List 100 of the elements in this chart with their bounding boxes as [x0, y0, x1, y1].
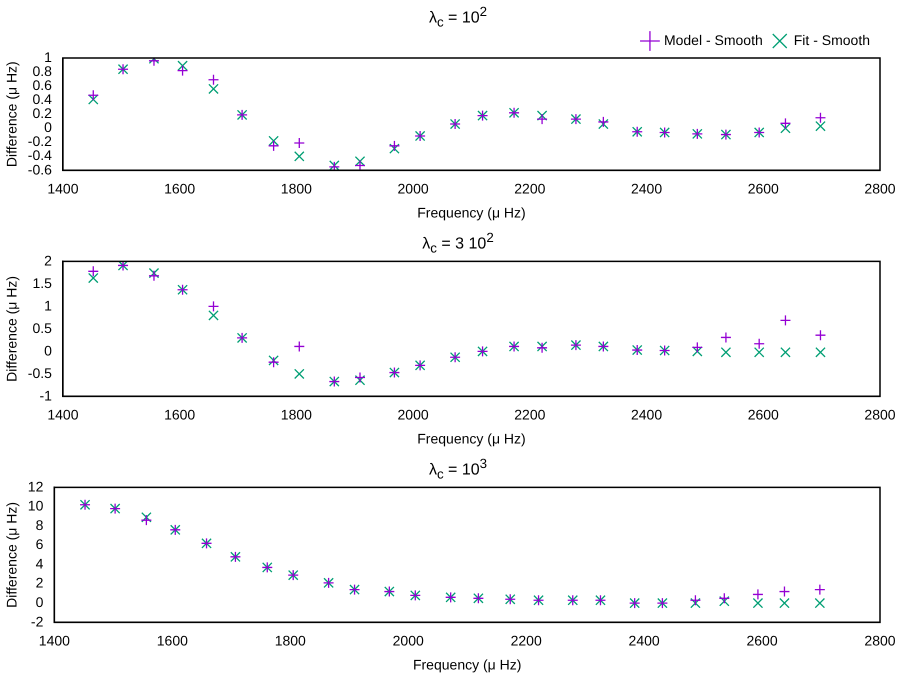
chart-title: λ$_{c}$ = 3 10$^{2}$ — [421, 229, 495, 256]
y-tick-label: 1.5 — [32, 274, 52, 291]
x-tick-label: 2400 — [628, 632, 660, 649]
legend-label: Model - Smooth — [664, 32, 763, 48]
point — [752, 588, 764, 600]
point — [176, 64, 188, 76]
y-tick-label: 1 — [44, 48, 52, 65]
y-tick-label: 0 — [44, 342, 52, 358]
y-tick-label: -0.4 — [28, 147, 52, 164]
x-tick-label: 2600 — [746, 632, 778, 649]
y-axis-title: Difference (μ Hz) — [3, 276, 20, 382]
point — [720, 332, 732, 344]
point — [814, 112, 826, 124]
x-tick-label: 2400 — [630, 180, 662, 197]
point — [815, 347, 826, 358]
point — [754, 347, 764, 358]
y-tick-label: -0.5 — [28, 364, 52, 381]
chart-title: λ$_{c}$ = 10$^{2}$ — [428, 3, 488, 30]
x-tick-label: 2200 — [514, 180, 546, 197]
point — [720, 347, 732, 358]
x-tick-label: 2200 — [510, 632, 542, 649]
x-tick-label: 2600 — [748, 406, 780, 423]
point — [294, 340, 305, 352]
y-tick-label: 0.5 — [32, 320, 52, 336]
x-tick-label: 1400 — [47, 406, 79, 423]
x-tick-label: 2800 — [864, 632, 896, 649]
point — [389, 143, 400, 154]
x-tick-label: 1600 — [164, 406, 196, 423]
y-tick-label: 2 — [36, 574, 44, 591]
point — [754, 338, 765, 350]
point — [140, 514, 152, 526]
point — [752, 598, 764, 608]
y-tick-label: -0.6 — [28, 161, 52, 178]
y-axis-title: Difference (μ Hz) — [3, 61, 20, 168]
point — [815, 120, 826, 132]
point — [208, 310, 219, 321]
y-tick-label: 6 — [36, 536, 44, 552]
y-tick-label: 4 — [36, 555, 44, 572]
point — [148, 270, 160, 282]
point — [814, 598, 826, 608]
y-tick-label: 0.6 — [32, 76, 52, 93]
x-tick-label: 1800 — [280, 180, 312, 197]
point — [294, 137, 305, 149]
legend-label: Fit - Smooth — [794, 32, 870, 48]
y-tick-label: 8 — [36, 516, 44, 533]
point — [354, 372, 366, 384]
point — [88, 266, 99, 277]
point — [354, 156, 366, 167]
y-tick-label: 12 — [28, 478, 44, 494]
point — [690, 594, 702, 606]
point — [88, 90, 99, 101]
point — [268, 140, 280, 152]
point — [778, 586, 790, 598]
point — [268, 136, 279, 146]
y-tick-label: 2 — [44, 252, 52, 268]
point — [148, 268, 160, 278]
x-tick-label: 2800 — [864, 180, 896, 197]
x-tick-label: 2400 — [630, 406, 662, 423]
point — [88, 272, 99, 284]
point — [536, 113, 548, 125]
y-tick-label: 10 — [28, 498, 44, 514]
x-axis-title: Frequency (μ Hz) — [417, 430, 526, 446]
x-tick-label: 1600 — [164, 180, 196, 197]
y-tick-label: 0.8 — [32, 62, 52, 79]
point — [88, 94, 99, 105]
point — [536, 110, 548, 121]
point — [780, 314, 792, 326]
x-tick-label: 2200 — [514, 406, 546, 423]
point — [779, 598, 790, 608]
y-tick-label: 0 — [44, 119, 52, 136]
point — [598, 116, 610, 128]
point — [208, 74, 220, 86]
point — [177, 60, 188, 71]
point — [294, 151, 305, 162]
x-tick-label: 1400 — [38, 632, 70, 649]
x-tick-label: 1800 — [280, 406, 312, 423]
x-tick-label: 2000 — [392, 632, 424, 649]
y-tick-label: -0.2 — [28, 133, 52, 150]
y-tick-label: 0.2 — [32, 105, 52, 122]
point — [780, 123, 791, 134]
point — [814, 584, 826, 596]
x-tick-label: 2000 — [398, 180, 429, 197]
point — [718, 592, 730, 604]
y-tick-label: 0.4 — [32, 91, 52, 108]
point — [780, 347, 791, 358]
y-tick-label: -2 — [30, 613, 44, 630]
point — [354, 160, 366, 170]
point — [780, 118, 792, 129]
point — [208, 300, 220, 312]
x-tick-label: 2600 — [748, 180, 780, 197]
x-tick-label: 1600 — [156, 632, 188, 649]
x-tick-label: 1800 — [274, 632, 306, 649]
point — [692, 342, 703, 353]
y-axis-title: Difference (μ Hz) — [3, 502, 20, 608]
x-tick-label: 2800 — [864, 406, 896, 423]
y-tick-label: 0 — [36, 594, 44, 610]
x-axis-title: Frequency (μ Hz) — [412, 656, 522, 672]
point — [690, 598, 701, 608]
x-tick-label: 2000 — [398, 406, 429, 423]
point — [598, 118, 609, 130]
